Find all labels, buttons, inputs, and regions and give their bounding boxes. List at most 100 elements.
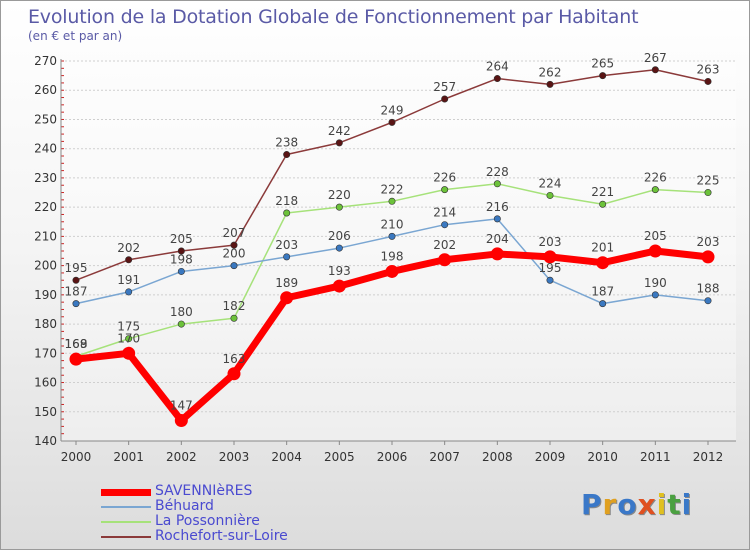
data-label: 203 (275, 238, 298, 252)
data-point (599, 72, 607, 80)
data-label: 216 (486, 200, 509, 214)
x-tick-label: 2007 (429, 450, 460, 464)
legend-label: La Possonnière (155, 513, 260, 529)
x-tick-label: 2012 (693, 450, 724, 464)
data-label: 214 (433, 206, 456, 220)
data-point (72, 276, 80, 284)
data-label: 195 (539, 261, 562, 275)
legend-swatch (101, 506, 151, 508)
legend-label: SAVENNIèRES (155, 483, 253, 499)
data-point (493, 180, 501, 188)
data-label: 257 (433, 80, 456, 94)
data-point (230, 241, 238, 249)
data-point (438, 253, 452, 267)
data-label: 169 (65, 337, 88, 351)
x-tick-label: 2005 (324, 450, 355, 464)
data-point (174, 414, 188, 428)
data-label: 263 (697, 62, 720, 76)
data-label: 200 (223, 247, 246, 261)
logo-letter: o (617, 488, 638, 521)
data-label: 168 (65, 337, 88, 351)
logo-letter: r (602, 488, 618, 521)
data-label: 207 (223, 226, 246, 240)
data-label: 242 (328, 124, 351, 138)
data-label: 265 (591, 57, 614, 71)
data-label: 188 (697, 282, 720, 296)
y-tick-label: 170 (34, 346, 57, 360)
data-label: 147 (170, 399, 193, 413)
data-label: 195 (65, 261, 88, 275)
data-label: 238 (275, 136, 298, 150)
y-tick-label: 150 (34, 405, 57, 419)
y-tick-label: 200 (34, 259, 57, 273)
data-label: 226 (433, 171, 456, 185)
x-tick-label: 2004 (271, 450, 302, 464)
data-point (704, 77, 712, 85)
data-label: 225 (697, 174, 720, 188)
data-point (651, 291, 659, 299)
data-point (69, 352, 83, 366)
data-label: 203 (539, 235, 562, 249)
data-point (122, 346, 136, 360)
data-point (648, 244, 662, 258)
logo-letter: i (656, 488, 668, 521)
x-tick-label: 2008 (482, 450, 513, 464)
data-point (651, 186, 659, 194)
data-point (599, 300, 607, 308)
data-point (493, 215, 501, 223)
legend-swatch (101, 536, 151, 538)
data-label: 170 (117, 331, 140, 345)
data-point (125, 288, 133, 296)
data-label: 191 (117, 273, 140, 287)
x-tick-label: 2002 (166, 450, 197, 464)
legend-label: Béhuard (155, 498, 214, 514)
data-point (283, 253, 291, 261)
data-point (388, 232, 396, 240)
data-point (125, 256, 133, 264)
data-label: 190 (644, 276, 667, 290)
data-point (704, 297, 712, 305)
x-tick-label: 2011 (640, 450, 671, 464)
y-tick-label: 240 (34, 142, 57, 156)
data-label: 202 (117, 241, 140, 255)
data-label: 218 (275, 194, 298, 208)
data-point (543, 250, 557, 264)
data-label: 224 (539, 176, 562, 190)
data-label: 163 (223, 352, 246, 366)
x-tick-label: 2000 (61, 450, 92, 464)
data-point (599, 200, 607, 208)
axis-layer: 140 150 160 170 180 190 200 210 220 230 240 250 260 2… (34, 54, 736, 464)
data-label: 201 (591, 241, 614, 255)
data-point (546, 191, 554, 199)
data-label: 205 (170, 232, 193, 246)
legend-swatch (101, 489, 151, 496)
data-point (335, 244, 343, 252)
logo-letter: i (681, 488, 693, 521)
y-tick-label: 250 (34, 112, 57, 126)
legend-swatch (101, 521, 151, 523)
x-tick-label: 2001 (113, 450, 144, 464)
chart-subtitle: (en € et par an) (28, 29, 123, 43)
logo-letter: t (667, 488, 682, 521)
data-label: 264 (486, 60, 509, 74)
data-point (388, 118, 396, 126)
data-point (280, 291, 294, 305)
data-point (230, 262, 238, 270)
data-point (441, 221, 449, 229)
data-label: 267 (644, 51, 667, 65)
series-layer (69, 66, 715, 428)
data-point (125, 335, 133, 343)
data-label: 189 (275, 276, 298, 290)
data-label: 226 (644, 171, 667, 185)
data-point (596, 256, 610, 270)
data-point (546, 80, 554, 88)
y-tick-label: 230 (34, 171, 57, 185)
y-tick-label: 260 (34, 83, 57, 97)
x-tick-label: 2010 (587, 450, 618, 464)
data-point (704, 189, 712, 197)
x-tick-label: 2003 (219, 450, 250, 464)
y-tick-label: 190 (34, 288, 57, 302)
data-point (230, 314, 238, 322)
data-label: 205 (644, 229, 667, 243)
